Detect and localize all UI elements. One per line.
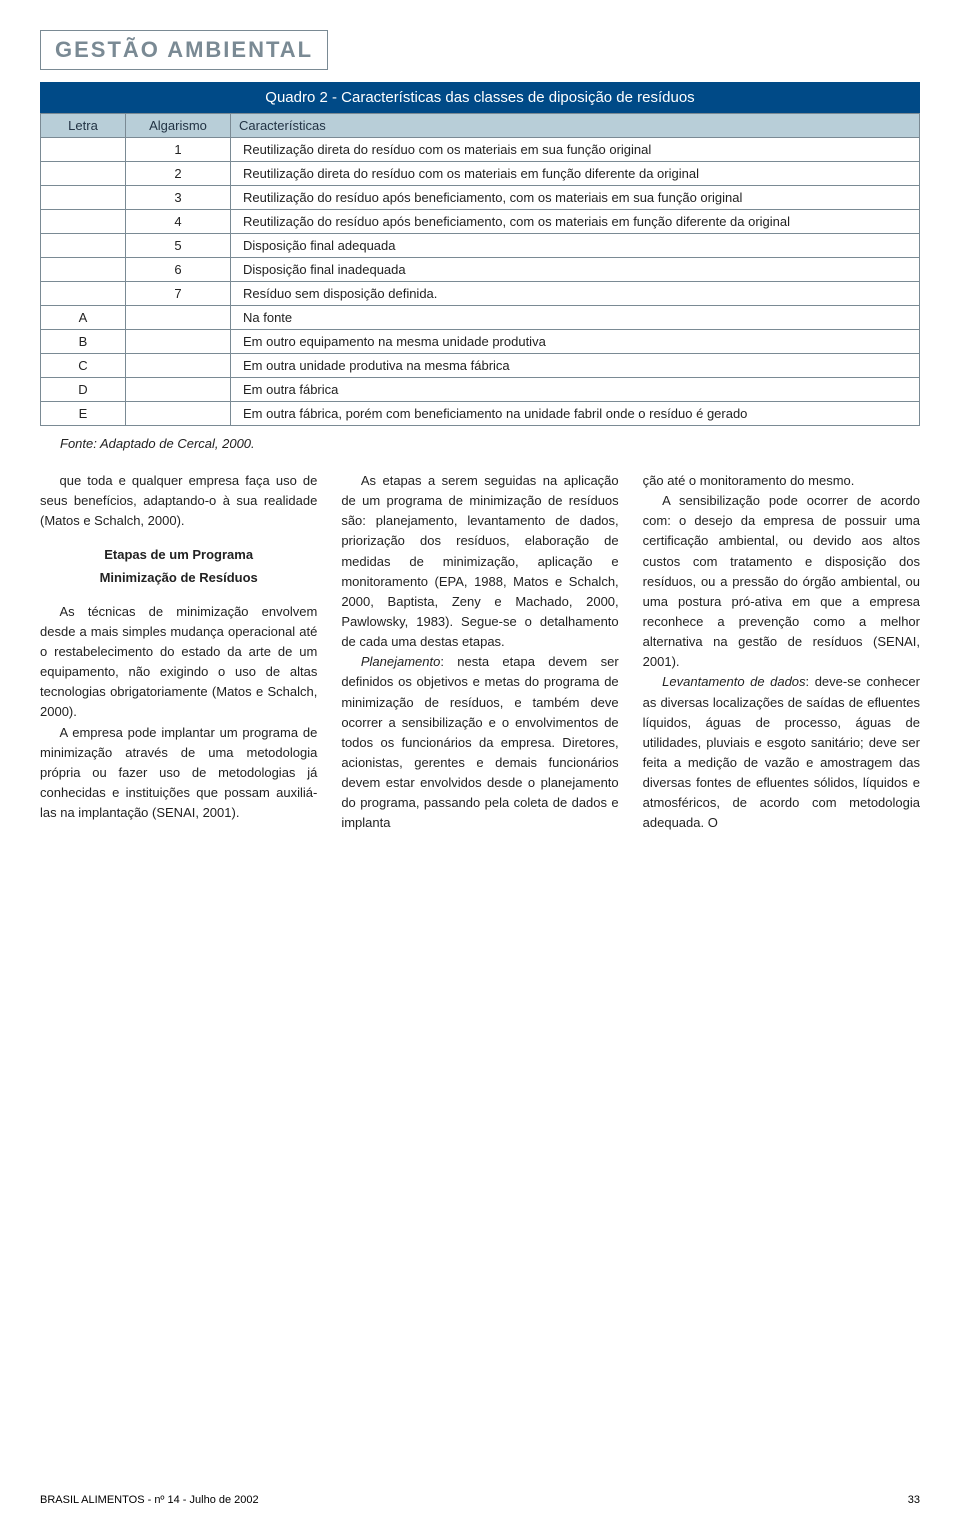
paragraph: ção até o monitoramento do mesmo. — [643, 471, 920, 491]
cell-algarismo: 4 — [126, 210, 231, 234]
cell-letra — [41, 138, 126, 162]
paragraph: A sensibilização pode ocorrer de acordo … — [643, 491, 920, 672]
th-algarismo: Algarismo — [126, 114, 231, 138]
paragraph: Planejamento: nesta etapa devem ser defi… — [341, 652, 618, 833]
table-row: 1Reutilização direta do resíduo com os m… — [41, 138, 920, 162]
table-row: 4Reutilização do resíduo após beneficiam… — [41, 210, 920, 234]
cell-caracteristica: Em outra fábrica — [231, 378, 920, 402]
paragraph: que toda e qualquer empresa faça uso de … — [40, 471, 317, 531]
cell-caracteristica: Disposição final adequada — [231, 234, 920, 258]
table-row: C Em outra unidade produtiva na mesma fáb… — [41, 354, 920, 378]
italic-term: Levantamento de dados — [662, 674, 805, 689]
cell-caracteristica: Em outro equipamento na mesma unidade pr… — [231, 330, 920, 354]
cell-algarismo — [126, 378, 231, 402]
table-source: Fonte: Adaptado de Cercal, 2000. — [60, 436, 920, 451]
cell-letra — [41, 282, 126, 306]
th-letra: Letra — [41, 114, 126, 138]
cell-letra: A — [41, 306, 126, 330]
cell-caracteristica: Na fonte — [231, 306, 920, 330]
cell-letra — [41, 162, 126, 186]
cell-algarismo: 3 — [126, 186, 231, 210]
article-body: que toda e qualquer empresa faça uso de … — [40, 471, 920, 834]
cell-letra: E — [41, 402, 126, 426]
table-row: 3Reutilização do resíduo após beneficiam… — [41, 186, 920, 210]
cell-algarismo: 1 — [126, 138, 231, 162]
section-header: GESTÃO AMBIENTAL — [55, 37, 313, 62]
cell-caracteristica: Disposição final inadequada — [231, 258, 920, 282]
cell-algarismo — [126, 354, 231, 378]
th-caracteristicas: Características — [231, 114, 920, 138]
cell-caracteristica: Reutilização direta do resíduo com os ma… — [231, 162, 920, 186]
table-row: 2Reutilização direta do resíduo com os m… — [41, 162, 920, 186]
cell-algarismo: 7 — [126, 282, 231, 306]
cell-letra: C — [41, 354, 126, 378]
cell-caracteristica: Em outra fábrica, porém com beneficiamen… — [231, 402, 920, 426]
paragraph: A empresa pode implantar um programa de … — [40, 723, 317, 824]
table-row: 6Disposição final inadequada — [41, 258, 920, 282]
cell-algarismo: 6 — [126, 258, 231, 282]
table-row: 5Disposição final adequada — [41, 234, 920, 258]
cell-letra: D — [41, 378, 126, 402]
page-footer: BRASIL ALIMENTOS - nº 14 - Julho de 2002… — [0, 1494, 960, 1520]
cell-letra — [41, 234, 126, 258]
cell-letra — [41, 210, 126, 234]
cell-algarismo: 2 — [126, 162, 231, 186]
cell-letra: B — [41, 330, 126, 354]
cell-caracteristica: Reutilização do resíduo após beneficiame… — [231, 210, 920, 234]
cell-algarismo — [126, 306, 231, 330]
table-row: B Em outro equipamento na mesma unidade p… — [41, 330, 920, 354]
cell-caracteristica: Reutilização do resíduo após beneficiame… — [231, 186, 920, 210]
table-row: 7Resíduo sem disposição definida. — [41, 282, 920, 306]
italic-term: Planejamento — [361, 654, 441, 669]
cell-algarismo — [126, 402, 231, 426]
paragraph-continuation: : deve-se conhecer as diversas localizaç… — [643, 674, 920, 830]
paragraph: As etapas a serem seguidas na aplicação … — [341, 471, 618, 652]
paragraph: Levantamento de dados: deve-se conhecer … — [643, 672, 920, 833]
table-title: Quadro 2 - Características das classes d… — [40, 82, 920, 113]
section-header-box: GESTÃO AMBIENTAL — [40, 30, 328, 70]
footer-left: BRASIL ALIMENTOS - nº 14 - Julho de 2002 — [40, 1494, 259, 1506]
characteristics-table: Letra Algarismo Características 1Reutili… — [40, 113, 920, 426]
cell-algarismo — [126, 330, 231, 354]
table-row: D Em outra fábrica — [41, 378, 920, 402]
subheading-2: Minimização de Resíduos — [40, 568, 317, 588]
paragraph-continuation: : nesta etapa devem ser definidos os obj… — [341, 654, 618, 830]
cell-letra — [41, 258, 126, 282]
footer-page-number: 33 — [908, 1494, 920, 1506]
table-row: A Na fonte — [41, 306, 920, 330]
table-row: E Em outra fábrica, porém com beneficiame… — [41, 402, 920, 426]
table-container: Quadro 2 - Características das classes d… — [40, 82, 920, 426]
cell-caracteristica: Resíduo sem disposição definida. — [231, 282, 920, 306]
cell-caracteristica: Reutilização direta do resíduo com os ma… — [231, 138, 920, 162]
cell-caracteristica: Em outra unidade produtiva na mesma fábr… — [231, 354, 920, 378]
paragraph: As técnicas de minimização envolvem desd… — [40, 602, 317, 723]
subheading-1: Etapas de um Programa — [40, 545, 317, 565]
cell-algarismo: 5 — [126, 234, 231, 258]
cell-letra — [41, 186, 126, 210]
